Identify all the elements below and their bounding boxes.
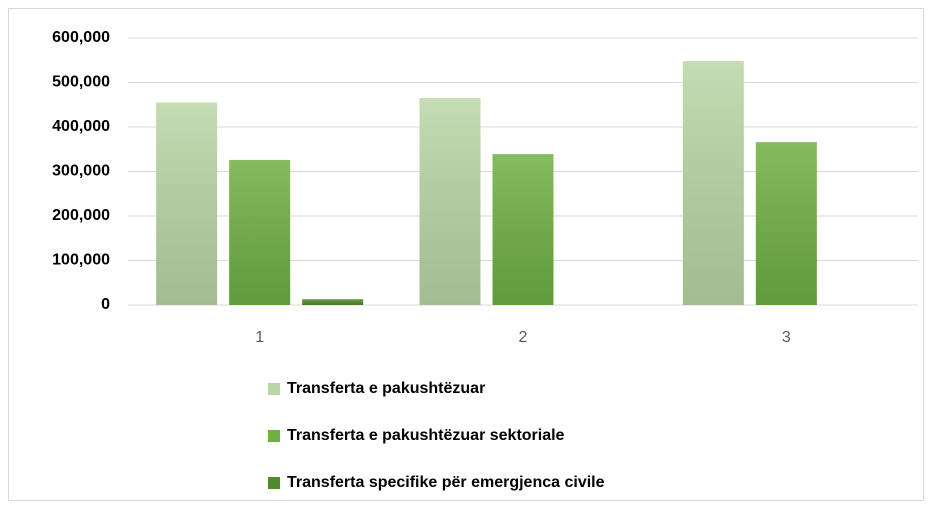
bar [156, 102, 218, 306]
legend-swatch [268, 383, 280, 395]
legend-swatch [268, 430, 280, 442]
x-tick-label: 1 [255, 329, 264, 346]
y-tick-label: 300,000 [52, 163, 110, 180]
y-tick-label: 200,000 [52, 207, 110, 224]
y-tick-label: 500,000 [52, 74, 110, 91]
legend-swatch [268, 477, 280, 489]
legend-label: Transferta e pakushtëzuar sektoriale [287, 427, 565, 444]
y-tick-label: 0 [101, 296, 110, 313]
y-tick-label: 100,000 [52, 252, 110, 269]
bar [755, 142, 817, 305]
bar [302, 299, 364, 305]
bar [229, 159, 291, 305]
legend-label: Transferta specifike për emergjenca civi… [287, 474, 605, 491]
bar [682, 61, 744, 305]
legend-label: Transferta e pakushtëzuar [287, 380, 485, 397]
y-tick-label: 600,000 [52, 29, 110, 46]
x-tick-label: 3 [782, 329, 791, 346]
x-tick-label: 2 [519, 329, 528, 346]
bar [492, 154, 554, 305]
bar [419, 98, 481, 305]
y-tick-label: 400,000 [52, 118, 110, 135]
